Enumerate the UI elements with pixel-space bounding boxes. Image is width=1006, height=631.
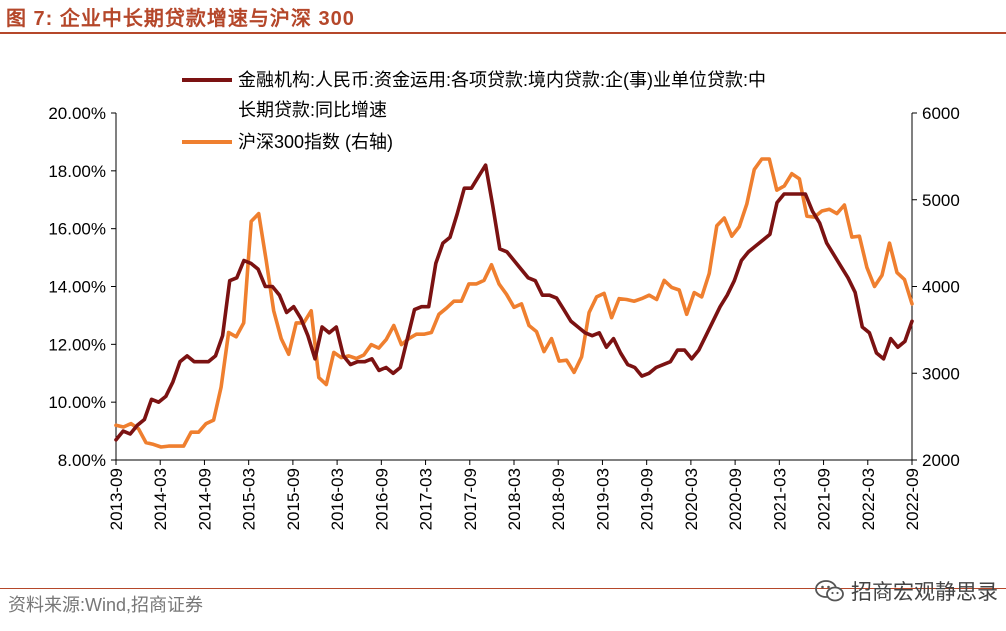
left-y-tick-label: 10.00% (48, 393, 106, 412)
watermark-text: 招商宏观静思录 (851, 581, 998, 604)
x-tick-label: 2014-03 (151, 468, 170, 530)
chart-series (114, 157, 914, 449)
x-tick-label: 2015-09 (284, 468, 303, 530)
x-tick-label: 2021-09 (815, 468, 834, 530)
x-tick-label: 2019-09 (638, 468, 657, 530)
right-y-tick-label: 6000 (922, 104, 960, 123)
source-note: 资料来源:Wind,招商证券 (8, 595, 204, 615)
x-tick-label: 2022-09 (903, 468, 922, 530)
chart-axes: 8.00% 10.00% 12.00% 14.00% 16.00% 18.00% 20.00… (48, 104, 960, 530)
footer-divider (0, 588, 1006, 589)
wechat-icon (815, 580, 844, 602)
chart-legend: 金融机构:人民币:资金运用:各项贷款:境内贷款:企(事)业单位贷款:中长期贷款:… (182, 70, 766, 152)
x-tick-label: 2018-09 (549, 468, 568, 530)
x-tick-label: 2022-03 (859, 468, 878, 530)
right-y-tick-label: 4000 (922, 278, 960, 297)
left-y-tick-label: 14.00% (48, 278, 106, 297)
series-line-loan-growth (114, 163, 914, 442)
watermark: 招商宏观静思录 (815, 576, 998, 606)
x-tick-label: 2013-09 (107, 468, 126, 530)
left-y-tick-label: 18.00% (48, 162, 106, 181)
x-tick-label: 2018-03 (505, 468, 524, 530)
x-tick-label: 2016-09 (372, 468, 391, 530)
x-tick-label: 2021-03 (770, 468, 789, 530)
right-y-tick-label: 2000 (922, 451, 960, 470)
x-tick-label: 2019-03 (593, 468, 612, 530)
left-y-tick-label: 12.00% (48, 335, 106, 354)
x-tick-label: 2017-03 (417, 468, 436, 530)
line-chart: 8.00% 10.00% 12.00% 14.00% 16.00% 18.00% 20.00… (48, 70, 960, 530)
x-tick-label: 2020-03 (682, 468, 701, 530)
x-tick-label: 2020-09 (726, 468, 745, 530)
left-y-tick-label: 8.00% (58, 451, 106, 470)
right-y-tick-label: 5000 (922, 191, 960, 210)
legend-label: 金融机构:人民币:资金运用:各项贷款:境内贷款:企(事)业单位贷款:中长期贷款:… (238, 70, 766, 120)
x-tick-label: 2014-09 (195, 468, 214, 530)
x-tick-label: 2015-03 (240, 468, 259, 530)
figure-title: 图 7: 企业中长期贷款增速与沪深 300 (6, 8, 355, 30)
legend-label: 沪深300指数 (右轴) (238, 132, 393, 152)
series-line-csi300 (114, 157, 914, 449)
x-tick-label: 2017-09 (461, 468, 480, 530)
x-tick-label: 2016-03 (328, 468, 347, 530)
left-y-tick-label: 16.00% (48, 220, 106, 239)
left-y-tick-label: 20.00% (48, 104, 106, 123)
right-y-tick-label: 3000 (922, 364, 960, 383)
title-divider (0, 32, 1006, 34)
